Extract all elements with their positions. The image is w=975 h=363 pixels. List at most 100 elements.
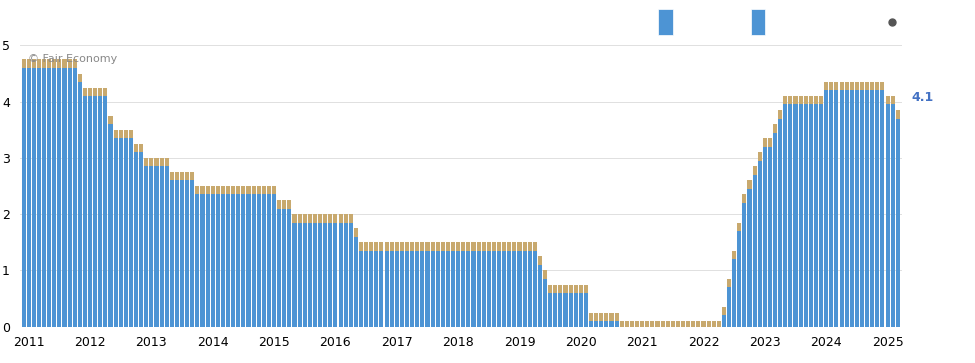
Bar [835, 82, 838, 90]
Bar [78, 73, 82, 327]
Bar [170, 172, 174, 327]
Bar [645, 321, 649, 327]
Bar [512, 242, 517, 251]
Bar [839, 82, 843, 90]
Bar [655, 321, 659, 327]
Bar [589, 313, 593, 327]
Bar [288, 200, 292, 208]
Bar [650, 321, 654, 327]
Bar [73, 60, 77, 68]
Bar [461, 242, 465, 251]
Bar [799, 96, 802, 105]
Bar [165, 158, 169, 327]
Bar [456, 242, 460, 251]
Bar [768, 138, 772, 327]
Bar [758, 152, 761, 161]
Bar [456, 242, 460, 327]
Bar [242, 186, 246, 327]
Bar [553, 285, 558, 327]
Bar [415, 242, 419, 327]
Bar [364, 242, 369, 327]
Bar [201, 186, 205, 195]
Text: Line: Line [902, 17, 929, 27]
Bar [896, 110, 900, 327]
Bar [26, 60, 31, 327]
Bar [625, 321, 629, 327]
Bar [676, 321, 680, 327]
Bar [139, 144, 143, 152]
Bar [338, 214, 342, 223]
Bar [814, 96, 818, 105]
Bar [21, 60, 25, 68]
Bar [686, 321, 690, 327]
Bar [778, 110, 782, 118]
Text: © Fair Economy: © Fair Economy [28, 54, 118, 64]
Bar [789, 96, 793, 327]
Bar [67, 60, 71, 68]
Bar [600, 313, 604, 327]
Bar [277, 200, 281, 327]
Bar [62, 60, 66, 68]
Bar [94, 87, 98, 327]
Bar [277, 200, 281, 208]
Bar [53, 60, 57, 68]
Bar [262, 186, 266, 327]
Bar [666, 321, 670, 327]
Bar [195, 186, 200, 327]
Bar [518, 242, 522, 327]
Bar [88, 87, 92, 327]
Bar [809, 96, 813, 105]
Bar [431, 242, 435, 327]
Bar [283, 200, 287, 327]
Bar [625, 321, 629, 327]
Bar [119, 130, 123, 327]
Bar [124, 130, 128, 327]
Bar [896, 110, 900, 118]
Bar [395, 242, 399, 251]
Bar [32, 60, 36, 327]
Bar [641, 321, 644, 327]
Bar [803, 96, 808, 327]
Bar [527, 242, 531, 251]
Bar [762, 138, 767, 147]
Bar [313, 214, 317, 223]
Bar [835, 82, 838, 327]
Bar [762, 138, 767, 327]
Bar [707, 321, 711, 327]
Bar [354, 228, 358, 327]
Bar [635, 321, 639, 327]
Bar [809, 96, 813, 327]
Bar [584, 285, 588, 293]
Bar [748, 180, 752, 189]
Bar [523, 242, 526, 251]
Bar [844, 82, 848, 90]
Bar [329, 214, 332, 327]
Bar [573, 285, 578, 327]
Bar [267, 186, 271, 327]
Bar [543, 270, 547, 327]
Bar [661, 321, 665, 327]
Bar [231, 186, 235, 327]
Bar [830, 82, 834, 327]
Bar [83, 87, 87, 327]
Bar [482, 242, 486, 251]
Bar [497, 242, 501, 327]
Bar [374, 242, 378, 327]
Bar [113, 130, 118, 138]
Bar [584, 285, 588, 327]
Bar [564, 285, 567, 327]
Bar [676, 321, 680, 327]
Bar [532, 242, 537, 327]
Bar [103, 87, 107, 96]
Bar [67, 60, 71, 327]
Bar [98, 87, 102, 96]
Bar [783, 96, 788, 327]
Bar [425, 242, 430, 327]
Bar [129, 130, 133, 138]
Bar [803, 96, 808, 105]
Bar [272, 186, 276, 195]
Bar [98, 87, 102, 327]
Bar [215, 186, 220, 327]
Bar [753, 166, 757, 175]
Bar [206, 186, 210, 327]
